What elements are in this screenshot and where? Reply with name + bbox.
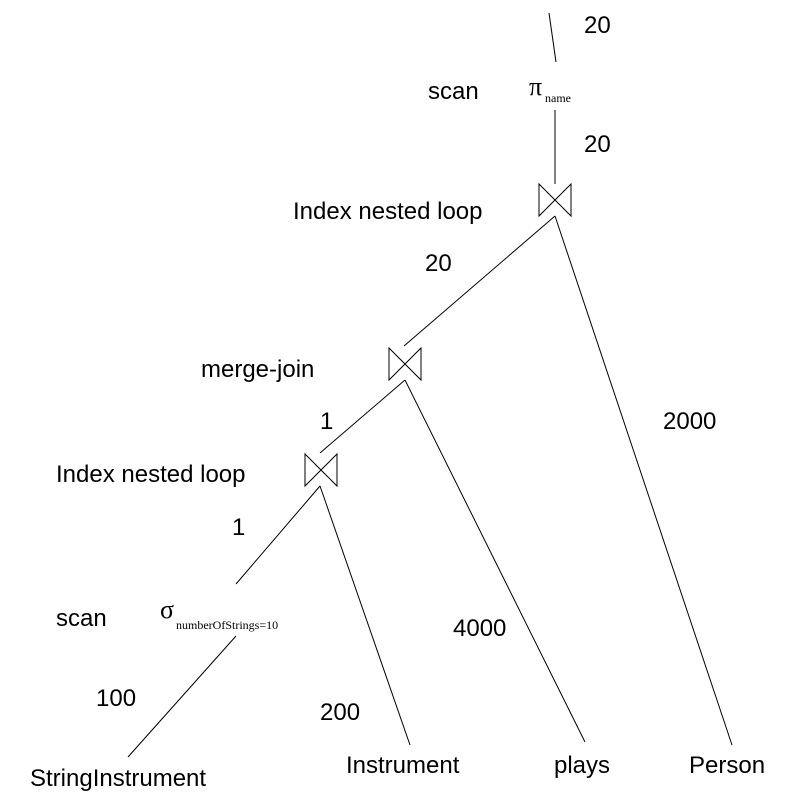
relation-person: Person [689, 752, 765, 779]
card-join-mid-left: 1 [320, 408, 333, 435]
card-output: 20 [584, 12, 611, 39]
card-join-top-right: 2000 [663, 408, 716, 435]
edge-join-mid-to-join-low [319, 379, 406, 454]
card-join-low-left: 1 [232, 514, 245, 541]
join-mid-icon [388, 346, 422, 382]
algorithm-join-top: Index nested loop [293, 198, 482, 225]
edge-select-to-stringinstrument [127, 635, 237, 758]
edge-join-top-to-person [554, 215, 733, 746]
card-proj-in: 20 [584, 131, 611, 158]
card-select-in: 100 [96, 685, 136, 712]
join-top-icon [538, 182, 572, 218]
card-join-low-right: 200 [320, 699, 360, 726]
edge-output [548, 12, 557, 63]
projection-subscript: name [545, 91, 571, 105]
relation-instrument: Instrument [346, 752, 460, 779]
edge-join-mid-to-plays [404, 379, 586, 743]
relation-plays: plays [554, 752, 610, 779]
projection-symbol: π [529, 72, 542, 101]
join-low-icon [304, 452, 338, 488]
selection-subscript: numberOfStrings=10 [176, 618, 278, 632]
edge-join-top-to-join-mid [403, 215, 556, 347]
selection-symbol: σ [160, 595, 174, 624]
algorithm-join-low: Index nested loop [56, 461, 245, 488]
algorithm-join-mid: merge-join [201, 356, 314, 383]
edge-join-low-to-select [235, 485, 321, 585]
relation-stringinstrument: StringInstrument [30, 765, 206, 792]
edge-join-low-to-instrument [319, 485, 411, 746]
algorithm-select: scan [56, 605, 107, 632]
card-join-mid-right: 4000 [453, 615, 506, 642]
card-join-top-left: 20 [425, 250, 452, 277]
algorithm-top: scan [428, 78, 479, 105]
